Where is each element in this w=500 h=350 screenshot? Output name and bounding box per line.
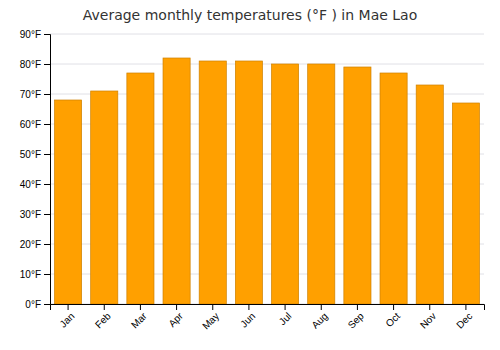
title: Average monthly temperatures (°F ) in Ma… <box>83 7 418 23</box>
x-tick-mark <box>68 304 69 310</box>
x-tick-label: Nov <box>418 310 438 330</box>
x-tick: Nov <box>418 304 438 331</box>
y-tick-label: 50°F <box>20 149 41 160</box>
x-tick-label: Jun <box>238 310 257 329</box>
x-tick-label: Jan <box>57 310 76 329</box>
grid <box>50 34 484 304</box>
y-tick-mark <box>44 274 50 275</box>
bar <box>380 73 407 304</box>
bar <box>199 61 226 304</box>
chart: 0°F 10°F 20°F 30°F 40°F 50°F 60°F 70°F 80°F 90°F J… <box>0 0 500 350</box>
bar <box>272 64 299 304</box>
y-tick-mark <box>44 64 50 65</box>
x-axis-line <box>51 305 485 311</box>
y-tick: 50°F <box>20 149 50 160</box>
x-tick-label: Feb <box>93 310 113 330</box>
x-tick: Jun <box>238 304 257 330</box>
x-tick-mark <box>429 304 430 310</box>
y-tick-label: 0°F <box>25 299 41 310</box>
y-tick-mark <box>44 184 50 185</box>
x-tick: Aug <box>309 304 329 331</box>
bar <box>235 61 262 304</box>
x-tick-label: Apr <box>166 310 185 329</box>
x-tick-mark <box>465 304 466 310</box>
bar <box>55 100 82 304</box>
x-tick-label: Jul <box>277 310 294 327</box>
x-tick-label: Dec <box>454 310 474 330</box>
grid-line <box>50 34 484 35</box>
x-tick-label: Sep <box>346 310 367 331</box>
y-tick: 70°F <box>20 89 50 100</box>
bar <box>416 85 443 304</box>
bar <box>308 64 335 304</box>
bars <box>55 58 480 304</box>
x-tick: Mar <box>129 304 149 330</box>
bar <box>127 73 154 304</box>
x-tick-mark <box>212 304 213 310</box>
y-tick: 20°F <box>20 239 50 250</box>
grid-line <box>50 64 484 65</box>
bar <box>163 58 190 304</box>
y-tick-label: 10°F <box>20 269 41 280</box>
x-tick-mark <box>248 304 249 310</box>
x-tick-mark <box>321 304 322 310</box>
y-tick: 0°F <box>25 299 50 310</box>
x-tick-mark <box>393 304 394 310</box>
x-tick-mark <box>285 304 286 310</box>
y-tick-mark <box>44 154 50 155</box>
x-tick: Jul <box>277 304 294 327</box>
x-tick: May <box>200 304 221 332</box>
y-tick-label: 20°F <box>20 239 41 250</box>
x-axis: Jan Feb Mar Apr May Jun Jul Aug Sep Oct Nov Dec <box>51 304 485 332</box>
x-tick-mark <box>104 304 105 310</box>
x-tick: Oct <box>383 304 402 329</box>
y-tick-mark <box>44 94 50 95</box>
bar <box>452 103 479 304</box>
y-axis: 0°F 10°F 20°F 30°F 40°F 50°F 60°F 70°F 80°F 90°F <box>20 29 51 310</box>
y-tick-label: 40°F <box>20 179 41 190</box>
x-tick-label: Oct <box>383 310 402 329</box>
y-tick-label: 70°F <box>20 89 41 100</box>
y-tick-mark <box>44 304 50 305</box>
y-tick: 90°F <box>20 29 50 40</box>
x-tick: Dec <box>454 304 474 331</box>
x-tick-mark <box>176 304 177 310</box>
y-tick-label: 30°F <box>20 209 41 220</box>
y-tick-mark <box>44 34 50 35</box>
y-tick: 10°F <box>20 269 50 280</box>
y-tick-label: 90°F <box>20 29 41 40</box>
x-tick-label: Aug <box>309 310 329 330</box>
x-tick: Feb <box>93 304 113 330</box>
y-tick-label: 80°F <box>20 59 41 70</box>
x-tick-mark <box>357 304 358 310</box>
bar <box>344 67 371 304</box>
y-tick: 80°F <box>20 59 50 70</box>
x-tick: Sep <box>346 304 367 331</box>
y-tick: 60°F <box>20 119 50 130</box>
y-axis-line <box>44 35 51 305</box>
x-tick: Jan <box>57 304 76 330</box>
x-tick-label: Mar <box>129 310 149 330</box>
y-tick-mark <box>44 124 50 125</box>
bar <box>91 91 118 304</box>
x-tick-mark <box>140 304 141 310</box>
plot: 0°F 10°F 20°F 30°F 40°F 50°F 60°F 70°F 80°F 90°F J… <box>20 29 485 332</box>
x-tick: Apr <box>166 304 185 329</box>
y-tick-mark <box>44 244 50 245</box>
y-tick-label: 60°F <box>20 119 41 130</box>
y-tick: 30°F <box>20 209 50 220</box>
y-tick-mark <box>44 214 50 215</box>
x-tick-label: May <box>200 310 221 331</box>
y-tick: 40°F <box>20 179 50 190</box>
